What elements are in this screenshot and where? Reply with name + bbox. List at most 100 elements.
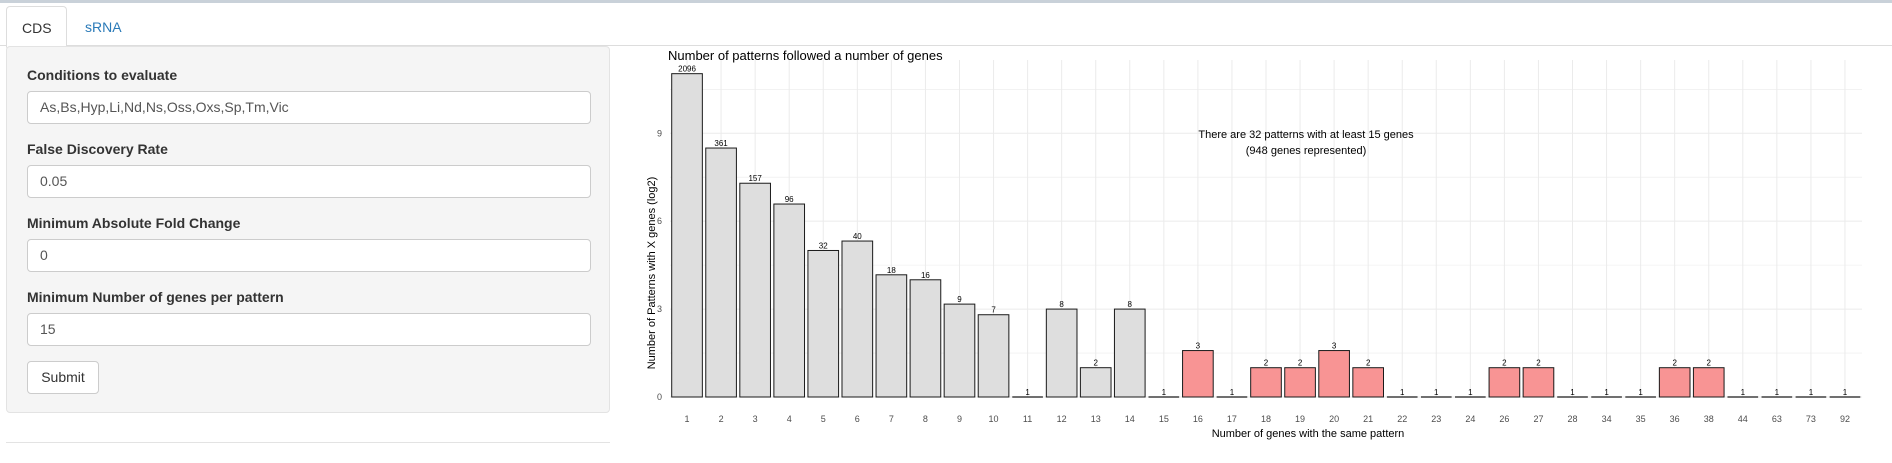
bar-value-label: 7 <box>991 306 996 315</box>
bar-value-label: 40 <box>853 232 862 241</box>
bars <box>671 73 1861 398</box>
bar <box>1250 367 1282 398</box>
bar <box>1658 367 1691 398</box>
x-tick-label: 22 <box>1397 414 1407 424</box>
bar <box>1045 308 1078 398</box>
x-tick-label: 13 <box>1091 414 1101 424</box>
bar-value-label: 1 <box>1843 388 1848 397</box>
x-tick-label: 14 <box>1125 414 1135 424</box>
x-axis-label: Number of genes with the same pattern <box>1212 428 1405 440</box>
x-tick-label: 44 <box>1738 414 1748 424</box>
x-tick-label: 2 <box>719 414 724 424</box>
y-tick-label: 3 <box>657 304 662 314</box>
fdr-label: False Discovery Rate <box>27 141 168 157</box>
x-tick-label: 23 <box>1431 414 1441 424</box>
x-tick-label: 3 <box>753 414 758 424</box>
bar <box>1352 367 1384 398</box>
bar-value-label: 8 <box>1059 300 1064 309</box>
x-tick-label: 35 <box>1636 414 1646 424</box>
top-border <box>0 0 1892 3</box>
x-tick-label: 27 <box>1533 414 1543 424</box>
bar-value-label: 361 <box>714 139 728 148</box>
bar-value-label: 1 <box>1604 388 1609 397</box>
x-tick-label: 36 <box>1670 414 1680 424</box>
bar-value-label: 1 <box>1162 388 1167 397</box>
bar-value-label: 1 <box>1741 388 1746 397</box>
bar-value-label: 8 <box>1128 300 1133 309</box>
x-tick-label: 1 <box>685 414 690 424</box>
y-tick-label: 0 <box>657 392 662 402</box>
fold-change-input[interactable]: 0 <box>27 239 591 272</box>
x-tick-label: 21 <box>1363 414 1373 424</box>
bar <box>705 147 737 398</box>
fold-change-label: Minimum Absolute Fold Change <box>27 215 241 231</box>
bar-value-label: 157 <box>748 174 762 183</box>
annotation-line-1: There are 32 patterns with at least 15 g… <box>1198 129 1414 141</box>
x-tick-label: 92 <box>1840 414 1850 424</box>
sidebar-form-panel: Conditions to evaluate As,Bs,Hyp,Li,Nd,N… <box>6 46 610 413</box>
bar <box>909 279 942 398</box>
x-tick-label: 10 <box>989 414 999 424</box>
bar-value-label: 1 <box>1570 388 1575 397</box>
x-tick-label: 34 <box>1602 414 1612 424</box>
bar <box>1284 367 1316 398</box>
x-tick-label: 5 <box>821 414 826 424</box>
bar-value-label: 1 <box>1230 388 1235 397</box>
fdr-input[interactable]: 0.05 <box>27 165 591 198</box>
bar-value-label: 2 <box>1093 359 1098 368</box>
bar <box>1113 308 1146 398</box>
bar-value-label: 1 <box>1434 388 1439 397</box>
bar <box>943 303 976 398</box>
bar <box>671 73 703 398</box>
x-tick-label: 20 <box>1329 414 1339 424</box>
min-genes-input[interactable]: 15 <box>27 313 591 346</box>
bar <box>739 182 771 398</box>
x-tick-label: 38 <box>1704 414 1714 424</box>
x-tick-label: 4 <box>787 414 792 424</box>
bar-value-label: 2 <box>1298 359 1303 368</box>
bar-value-label: 2 <box>1264 359 1269 368</box>
secondary-panel-edge <box>6 442 610 463</box>
x-tick-label: 24 <box>1465 414 1475 424</box>
tab-srna[interactable]: sRNA <box>85 19 122 35</box>
x-tick-label: 73 <box>1806 414 1816 424</box>
x-tick-label: 28 <box>1568 414 1578 424</box>
bar <box>1079 367 1112 398</box>
bar-value-label: 2 <box>1366 359 1371 368</box>
bar-value-label: 2 <box>1536 359 1541 368</box>
bar-value-label: 2096 <box>678 65 696 74</box>
y-tick-label: 9 <box>657 128 662 138</box>
bar-value-label: 2 <box>1672 359 1677 368</box>
bar <box>841 240 874 398</box>
bar-value-label: 1 <box>1400 388 1405 397</box>
x-tick-label: 15 <box>1159 414 1169 424</box>
bar-value-label: 16 <box>921 271 930 280</box>
bar-value-label: 9 <box>957 295 962 304</box>
x-tick-label: 11 <box>1023 414 1032 424</box>
bar-value-label: 96 <box>785 195 794 204</box>
x-tick-label: 16 <box>1193 414 1203 424</box>
x-tick-label: 7 <box>889 414 894 424</box>
x-tick-label: 12 <box>1057 414 1067 424</box>
bar <box>773 203 806 398</box>
bar-value-label: 1 <box>1775 388 1780 397</box>
bar-value-label: 1 <box>1809 388 1814 397</box>
x-tick-label: 19 <box>1295 414 1305 424</box>
x-tick-label: 8 <box>923 414 928 424</box>
conditions-input[interactable]: As,Bs,Hyp,Li,Nd,Ns,Oss,Oxs,Sp,Tm,Vic <box>27 91 591 124</box>
bar-value-label: 3 <box>1332 342 1337 351</box>
bar <box>875 274 908 398</box>
min-genes-label: Minimum Number of genes per pattern <box>27 289 284 305</box>
bar-value-label: 3 <box>1196 342 1201 351</box>
bar-value-label: 32 <box>819 241 828 250</box>
submit-button[interactable]: Submit <box>27 361 99 394</box>
tab-bar: CDS sRNA <box>0 3 1892 48</box>
tab-cds[interactable]: CDS <box>6 6 67 48</box>
x-tick-label: 63 <box>1772 414 1782 424</box>
conditions-label: Conditions to evaluate <box>27 67 178 83</box>
bar <box>1488 367 1521 398</box>
bar <box>1182 350 1214 398</box>
chart-title: Number of patterns followed a number of … <box>668 48 943 63</box>
